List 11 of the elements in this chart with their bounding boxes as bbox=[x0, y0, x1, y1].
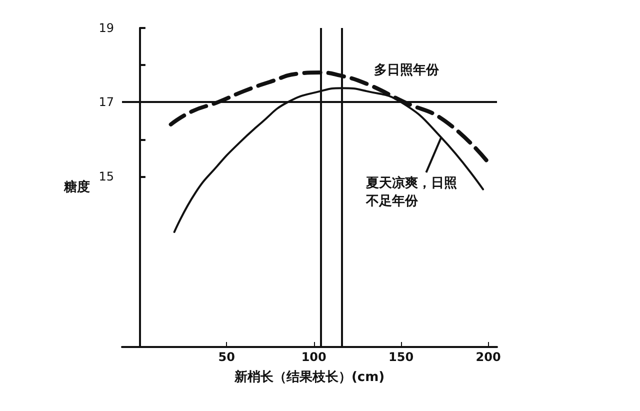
y-tick-label: 17 bbox=[98, 95, 114, 110]
x-tick-label: 200 bbox=[476, 350, 501, 364]
series-label: 多日照年份 bbox=[374, 63, 440, 78]
y-tick-label: 15 bbox=[98, 169, 114, 184]
x-tick-label: 100 bbox=[301, 350, 326, 364]
y-axis-title: 糖度 bbox=[63, 179, 90, 195]
series-label: 夏天凉爽，日照不足年份 bbox=[365, 174, 458, 209]
y-tick-label: 19 bbox=[98, 21, 114, 35]
x-axis-title: 新梢长（结果枝长）(cm) bbox=[233, 369, 385, 385]
x-tick-label: 150 bbox=[388, 350, 414, 364]
x-tick-label: 50 bbox=[218, 350, 236, 364]
